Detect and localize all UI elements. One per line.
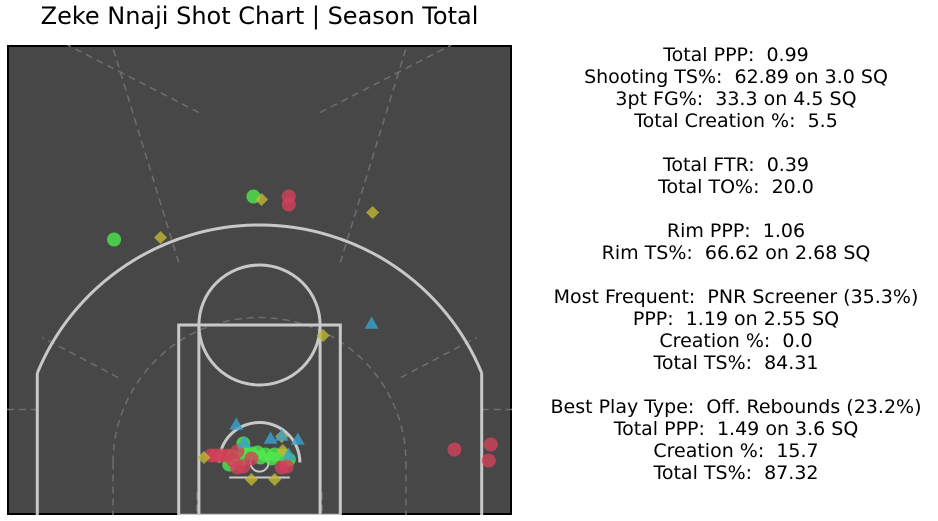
free-throw-marker — [154, 231, 168, 244]
stat-spacer — [531, 198, 938, 220]
free-throw-marker — [316, 329, 330, 342]
stat-line: Rim TS%: 66.62 on 2.68 SQ — [601, 242, 871, 264]
free-throw-marker — [268, 473, 282, 486]
missed-shot-marker — [483, 437, 498, 452]
paint-inner — [197, 323, 322, 515]
missed-shot-marker — [281, 197, 296, 212]
shot-chart — [7, 45, 512, 515]
stat-spacer — [531, 374, 938, 396]
stat-line: Total TS%: 87.32 — [653, 462, 819, 484]
free-throw-circle-top — [197, 263, 322, 326]
stat-line: Creation %: 15.7 — [653, 440, 819, 462]
zone-guide-line — [319, 45, 452, 114]
other-shot-marker — [290, 432, 305, 445]
zone-guide-line — [400, 336, 478, 379]
other-shot-marker — [229, 417, 244, 430]
court-background — [7, 45, 512, 515]
zone-guide-line — [41, 336, 119, 379]
stat-line: Most Frequent: PNR Screener (35.3%) — [553, 286, 919, 308]
stat-line: Best Play Type: Off. Rebounds (23.2%) — [550, 396, 922, 418]
missed-shot-marker — [226, 453, 241, 468]
stat-line: Total FTR: 0.39 — [662, 154, 810, 176]
missed-shot-marker — [244, 451, 259, 466]
stat-line: Rim PPP: 1.06 — [666, 220, 806, 242]
missed-shot-marker — [481, 453, 496, 468]
stats-panel: Total PPP: 0.99 Shooting TS%: 62.89 on 3.… — [531, 44, 938, 484]
stat-line: Shooting TS%: 62.89 on 3.0 SQ — [584, 66, 888, 88]
zone-guide-lines — [7, 45, 512, 515]
free-throw-marker — [366, 206, 380, 219]
stat-spacer — [531, 132, 938, 154]
missed-shot-marker — [447, 442, 462, 457]
stat-line: 3pt FG%: 33.3 on 4.5 SQ — [615, 88, 857, 110]
missed-shot-marker — [279, 459, 294, 474]
free-throw-circle-bottom — [197, 324, 322, 387]
zone-guide-line — [111, 45, 180, 263]
court-lines — [35, 223, 484, 515]
stat-line: Total TS%: 84.31 — [653, 352, 819, 374]
stat-spacer — [531, 264, 938, 286]
free-throw-marker — [244, 473, 258, 486]
other-shot-marker — [274, 428, 289, 441]
zone-guide-line — [67, 45, 200, 114]
other-shot-marker — [263, 431, 278, 444]
stat-line: PPP: 1.19 on 2.55 SQ — [632, 308, 840, 330]
shot-markers — [107, 189, 498, 486]
stat-line: Creation %: 0.0 — [659, 330, 813, 352]
other-shot-marker — [237, 435, 252, 448]
made-shot-marker — [107, 232, 122, 247]
stat-line: Total PPP: 1.49 on 3.6 SQ — [613, 418, 859, 440]
other-shot-marker — [281, 447, 296, 460]
stat-line: Total Creation %: 5.5 — [634, 110, 838, 132]
other-shot-marker — [364, 316, 379, 329]
stat-line: Total TO%: 20.0 — [658, 176, 814, 198]
restricted-area-arc — [217, 421, 302, 463]
free-throw-marker — [197, 451, 211, 464]
chart-title: Zeke Nnaji Shot Chart | Season Total — [40, 2, 479, 30]
zone-guide-line — [339, 45, 408, 263]
three-point-arc — [35, 223, 484, 374]
stat-line: Total PPP: 0.99 — [663, 44, 809, 66]
midrange-arc — [112, 316, 407, 463]
